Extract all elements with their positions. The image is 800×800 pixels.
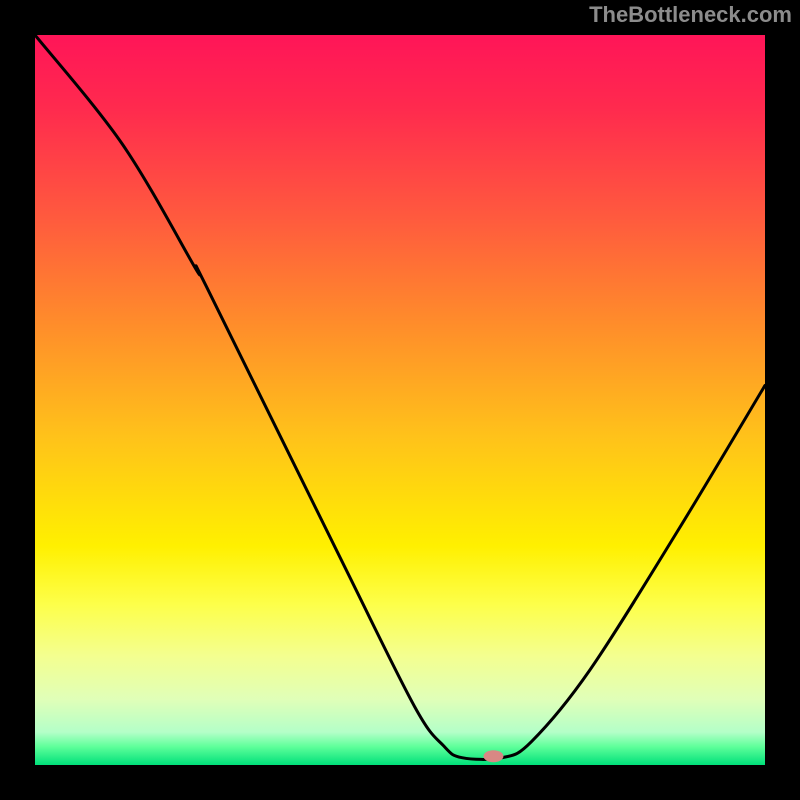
watermark-text: TheBottleneck.com [589,2,792,28]
chart-background-gradient [35,35,765,765]
chart-plot-area [35,35,765,765]
